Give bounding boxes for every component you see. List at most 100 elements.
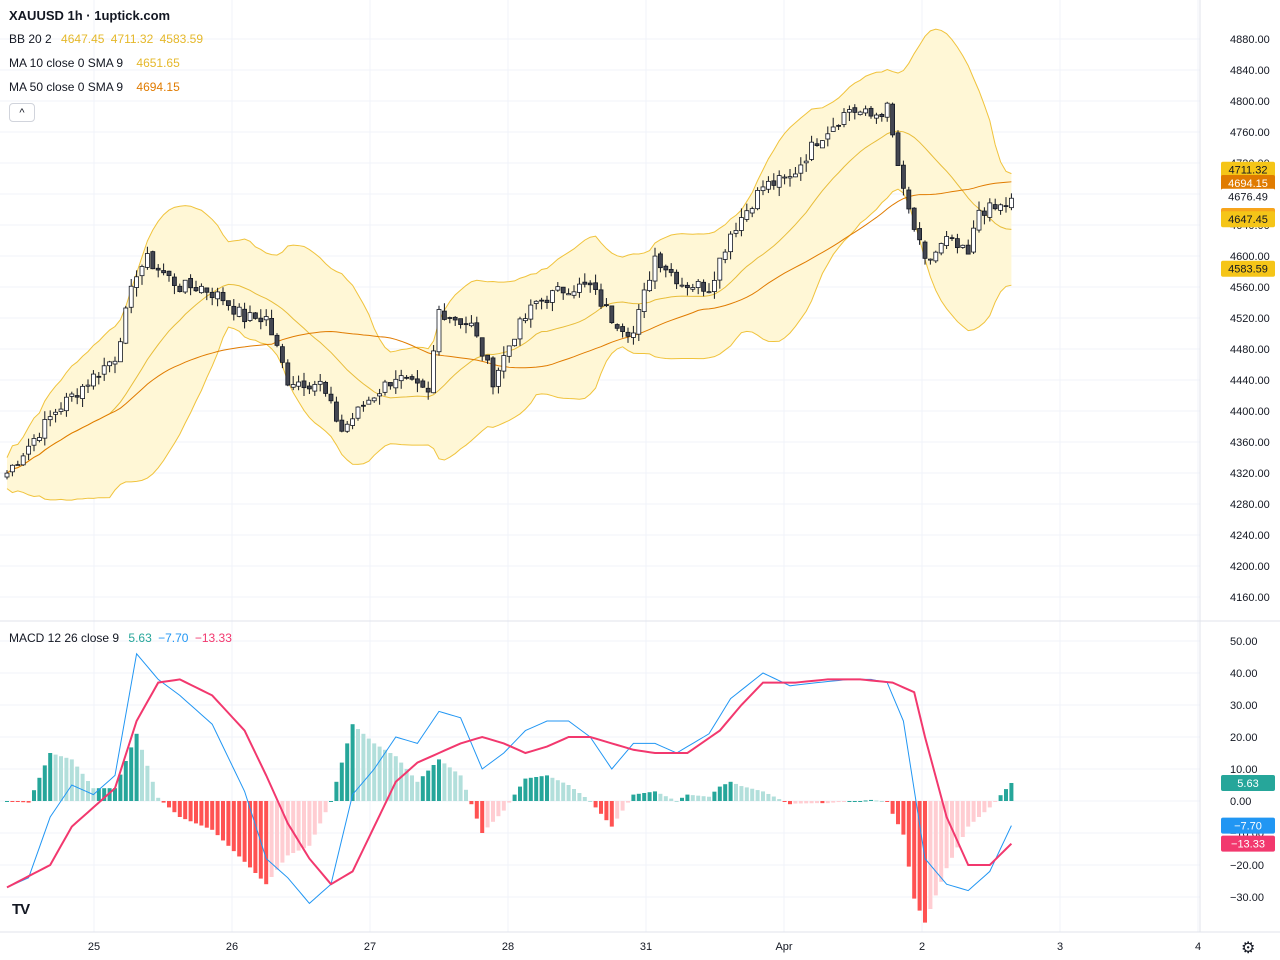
candle-body[interactable]	[409, 376, 415, 380]
candle-body[interactable]	[523, 318, 528, 322]
candle-body[interactable]	[533, 300, 539, 304]
candle-body[interactable]	[517, 318, 523, 340]
candle-body[interactable]	[982, 210, 987, 216]
candle-body[interactable]	[544, 299, 550, 303]
candle-body[interactable]	[139, 266, 145, 277]
candle-body[interactable]	[269, 318, 275, 336]
candle-body[interactable]	[458, 318, 464, 325]
candle-body[interactable]	[722, 251, 728, 260]
candle-body[interactable]	[528, 304, 534, 320]
collapse-legend-button[interactable]: ^	[9, 103, 35, 122]
candle-body[interactable]	[371, 397, 377, 402]
candle-body[interactable]	[9, 464, 15, 473]
candle-body[interactable]	[825, 133, 831, 140]
candle-body[interactable]	[420, 380, 426, 388]
candle-body[interactable]	[609, 305, 615, 324]
candle-body[interactable]	[414, 378, 420, 384]
candle-body[interactable]	[641, 289, 647, 312]
candle-body[interactable]	[841, 112, 847, 125]
candle-body[interactable]	[463, 323, 469, 326]
candle-body[interactable]	[193, 287, 199, 292]
candle-body[interactable]	[852, 107, 858, 113]
candle-body[interactable]	[587, 282, 593, 286]
candle-body[interactable]	[144, 253, 150, 268]
candle-body[interactable]	[728, 233, 733, 253]
candle-body[interactable]	[290, 384, 296, 388]
legend-macd[interactable]: MACD 12 26 close 9 5.63 −7.70 −13.33	[9, 631, 232, 645]
candle-body[interactable]	[679, 284, 685, 287]
candle-body[interactable]	[42, 419, 48, 439]
candle-body[interactable]	[593, 282, 598, 290]
candle-body[interactable]	[296, 381, 302, 387]
candle-body[interactable]	[107, 361, 112, 367]
candle-body[interactable]	[555, 286, 561, 291]
candle-body[interactable]	[37, 437, 42, 441]
candle-body[interactable]	[857, 111, 863, 116]
candle-body[interactable]	[976, 209, 982, 231]
candle-body[interactable]	[820, 140, 825, 149]
candle-body[interactable]	[695, 280, 701, 288]
candle-body[interactable]	[949, 237, 955, 240]
candle-body[interactable]	[490, 357, 496, 388]
candle-body[interactable]	[328, 393, 334, 402]
candle-body[interactable]	[766, 180, 771, 190]
candle-body[interactable]	[31, 438, 37, 446]
candle-body[interactable]	[80, 385, 85, 399]
candle-body[interactable]	[847, 109, 852, 113]
candle-body[interactable]	[717, 257, 723, 281]
candle-body[interactable]	[879, 114, 885, 118]
candle-body[interactable]	[620, 326, 625, 332]
candle-body[interactable]	[922, 241, 928, 259]
candle-body[interactable]	[933, 251, 939, 262]
candle-body[interactable]	[955, 238, 960, 249]
candle-body[interactable]	[447, 317, 453, 319]
candle-body[interactable]	[355, 406, 361, 419]
candle-body[interactable]	[247, 312, 253, 321]
candle-body[interactable]	[382, 381, 388, 393]
candle-body[interactable]	[134, 276, 140, 288]
candle-body[interactable]	[501, 355, 507, 372]
candle-body[interactable]	[366, 399, 372, 405]
candle-body[interactable]	[760, 186, 766, 192]
candle-body[interactable]	[928, 258, 933, 261]
candle-body[interactable]	[204, 287, 210, 293]
candle-body[interactable]	[333, 401, 339, 422]
candle-body[interactable]	[868, 107, 874, 117]
candle-body[interactable]	[118, 341, 123, 363]
candle-body[interactable]	[166, 270, 172, 276]
candle-body[interactable]	[101, 365, 107, 375]
settings-gear-icon[interactable]: ⚙	[1241, 940, 1256, 957]
candle-body[interactable]	[506, 345, 512, 357]
legend-ma10[interactable]: MA 10 close 0 SMA 9 4651.65	[9, 56, 180, 70]
candle-body[interactable]	[1009, 197, 1014, 209]
candle-body[interactable]	[566, 293, 571, 296]
candle-body[interactable]	[782, 176, 787, 179]
candle-body[interactable]	[344, 423, 350, 432]
candle-body[interactable]	[550, 290, 555, 303]
candle-body[interactable]	[836, 124, 841, 127]
candle-body[interactable]	[317, 380, 323, 385]
candle-body[interactable]	[161, 270, 167, 274]
candle-body[interactable]	[15, 464, 21, 466]
candle-body[interactable]	[123, 307, 129, 344]
candle-body[interactable]	[625, 331, 631, 337]
candle-body[interactable]	[53, 411, 58, 415]
candle-body[interactable]	[171, 276, 177, 286]
legend-ma50[interactable]: MA 50 close 0 SMA 9 4694.15	[9, 80, 180, 94]
candle-body[interactable]	[495, 369, 501, 387]
candle-body[interactable]	[231, 305, 237, 315]
candle-body[interactable]	[598, 289, 604, 307]
candle-body[interactable]	[604, 304, 609, 307]
candle-body[interactable]	[4, 472, 10, 478]
candle-body[interactable]	[793, 173, 798, 178]
candle-body[interactable]	[479, 337, 485, 357]
candle-body[interactable]	[911, 207, 917, 230]
candle-body[interactable]	[377, 393, 383, 397]
candle-body[interactable]	[776, 175, 782, 188]
candle-body[interactable]	[749, 208, 755, 214]
legend-bb[interactable]: BB 20 2 4647.45 4711.32 4583.59	[9, 32, 203, 46]
candle-body[interactable]	[188, 277, 194, 289]
candle-body[interactable]	[431, 350, 437, 394]
candle-body[interactable]	[755, 190, 760, 210]
